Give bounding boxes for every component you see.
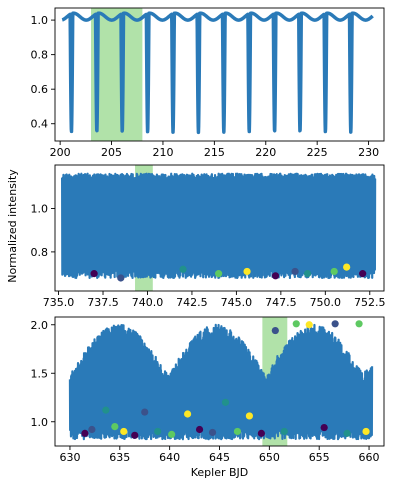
event-point bbox=[271, 326, 279, 335]
event-point bbox=[233, 427, 242, 436]
event-point bbox=[88, 425, 96, 434]
event-point bbox=[271, 272, 280, 280]
event-point bbox=[359, 270, 367, 278]
event-point bbox=[120, 427, 128, 436]
plot-area-3 bbox=[68, 317, 374, 446]
x-tick-label: 210 bbox=[152, 146, 173, 159]
x-tick-label: 750.0 bbox=[310, 296, 342, 309]
x-tick-label: 737.5 bbox=[87, 296, 119, 309]
panel-3: 630 635 640 645 650 655 660 1.0 1.5 2.0 Kepler BJD bbox=[31, 316, 385, 479]
axes-frame-1 bbox=[54, 7, 385, 142]
y-tick-label: 0.6 bbox=[31, 83, 49, 96]
y-tick-label: 1.5 bbox=[31, 367, 49, 380]
x-tick-label: 225 bbox=[307, 146, 328, 159]
x-tick-label: 747.5 bbox=[265, 296, 297, 309]
x-tick-label: 230 bbox=[358, 146, 379, 159]
event-point bbox=[343, 429, 351, 437]
event-point bbox=[183, 410, 192, 418]
x-tick-label: 640 bbox=[159, 451, 180, 464]
y-tick-label: 1.0 bbox=[31, 416, 49, 429]
event-point bbox=[280, 427, 288, 436]
event-point bbox=[81, 429, 89, 437]
x-axis-label: Kepler BJD bbox=[191, 466, 249, 479]
event-point bbox=[208, 428, 217, 437]
y-tick-label: 2.0 bbox=[31, 319, 49, 332]
event-point bbox=[168, 430, 176, 438]
event-point bbox=[102, 406, 110, 414]
event-point bbox=[179, 265, 187, 273]
y-tick-label: 0.4 bbox=[31, 118, 49, 131]
x-tick-label: 635 bbox=[109, 451, 130, 464]
event-point bbox=[303, 270, 312, 278]
x-tick-label: 215 bbox=[204, 146, 225, 159]
plot-area-1 bbox=[60, 8, 375, 141]
x-tick-label: 752.5 bbox=[354, 296, 386, 309]
panel-2: 735.0 737.5 740.0 742.5 745.0 747.5 750.0 752.5… bbox=[31, 164, 386, 309]
y-tick-label: 1.0 bbox=[31, 14, 49, 27]
x-tick-label: 220 bbox=[255, 146, 276, 159]
event-point bbox=[331, 320, 339, 328]
event-point bbox=[243, 267, 251, 276]
event-point bbox=[90, 270, 98, 278]
x-tick-label: 205 bbox=[101, 146, 122, 159]
event-point bbox=[154, 427, 162, 436]
light-curve-3 bbox=[68, 323, 374, 441]
panel-1: 200 205 210 215 220 225 230 0.4 0.6 0.8 1.0 bbox=[31, 7, 385, 159]
light-curve-2 bbox=[61, 172, 377, 280]
x-tick-label: 645 bbox=[209, 451, 230, 464]
event-point bbox=[257, 429, 265, 437]
event-point bbox=[355, 320, 363, 328]
x-tick-label: 745.0 bbox=[221, 296, 253, 309]
x-tick-label: 740.0 bbox=[132, 296, 164, 309]
x-tick-label: 655 bbox=[309, 451, 330, 464]
event-point bbox=[362, 427, 370, 436]
event-point bbox=[195, 425, 204, 434]
x-tick-label: 660 bbox=[359, 451, 380, 464]
plot-area-2 bbox=[61, 165, 377, 291]
shared-y-axis-label: Normalized intensity bbox=[6, 169, 19, 283]
light-curve-1 bbox=[60, 11, 375, 135]
y-tick-label: 1.0 bbox=[31, 202, 49, 215]
y-tick-label: 0.8 bbox=[31, 246, 49, 259]
event-point bbox=[245, 412, 254, 420]
event-point bbox=[221, 398, 230, 406]
event-point bbox=[131, 431, 139, 439]
event-point bbox=[320, 423, 328, 432]
event-point bbox=[215, 270, 223, 278]
event-point bbox=[141, 408, 149, 416]
event-point bbox=[305, 321, 313, 329]
x-tick-label: 630 bbox=[59, 451, 80, 464]
x-tick-label: 650 bbox=[259, 451, 280, 464]
axes-frame-2 bbox=[54, 164, 385, 292]
x-tick-label: 200 bbox=[50, 146, 71, 159]
event-point bbox=[111, 423, 119, 431]
x-tick-label: 742.5 bbox=[176, 296, 208, 309]
event-point bbox=[291, 267, 299, 276]
x-tick-label: 735.0 bbox=[43, 296, 75, 309]
y-tick-label: 0.8 bbox=[31, 49, 49, 62]
event-point bbox=[343, 263, 351, 271]
event-point bbox=[117, 274, 125, 282]
event-point bbox=[292, 320, 300, 328]
event-point bbox=[330, 267, 338, 276]
